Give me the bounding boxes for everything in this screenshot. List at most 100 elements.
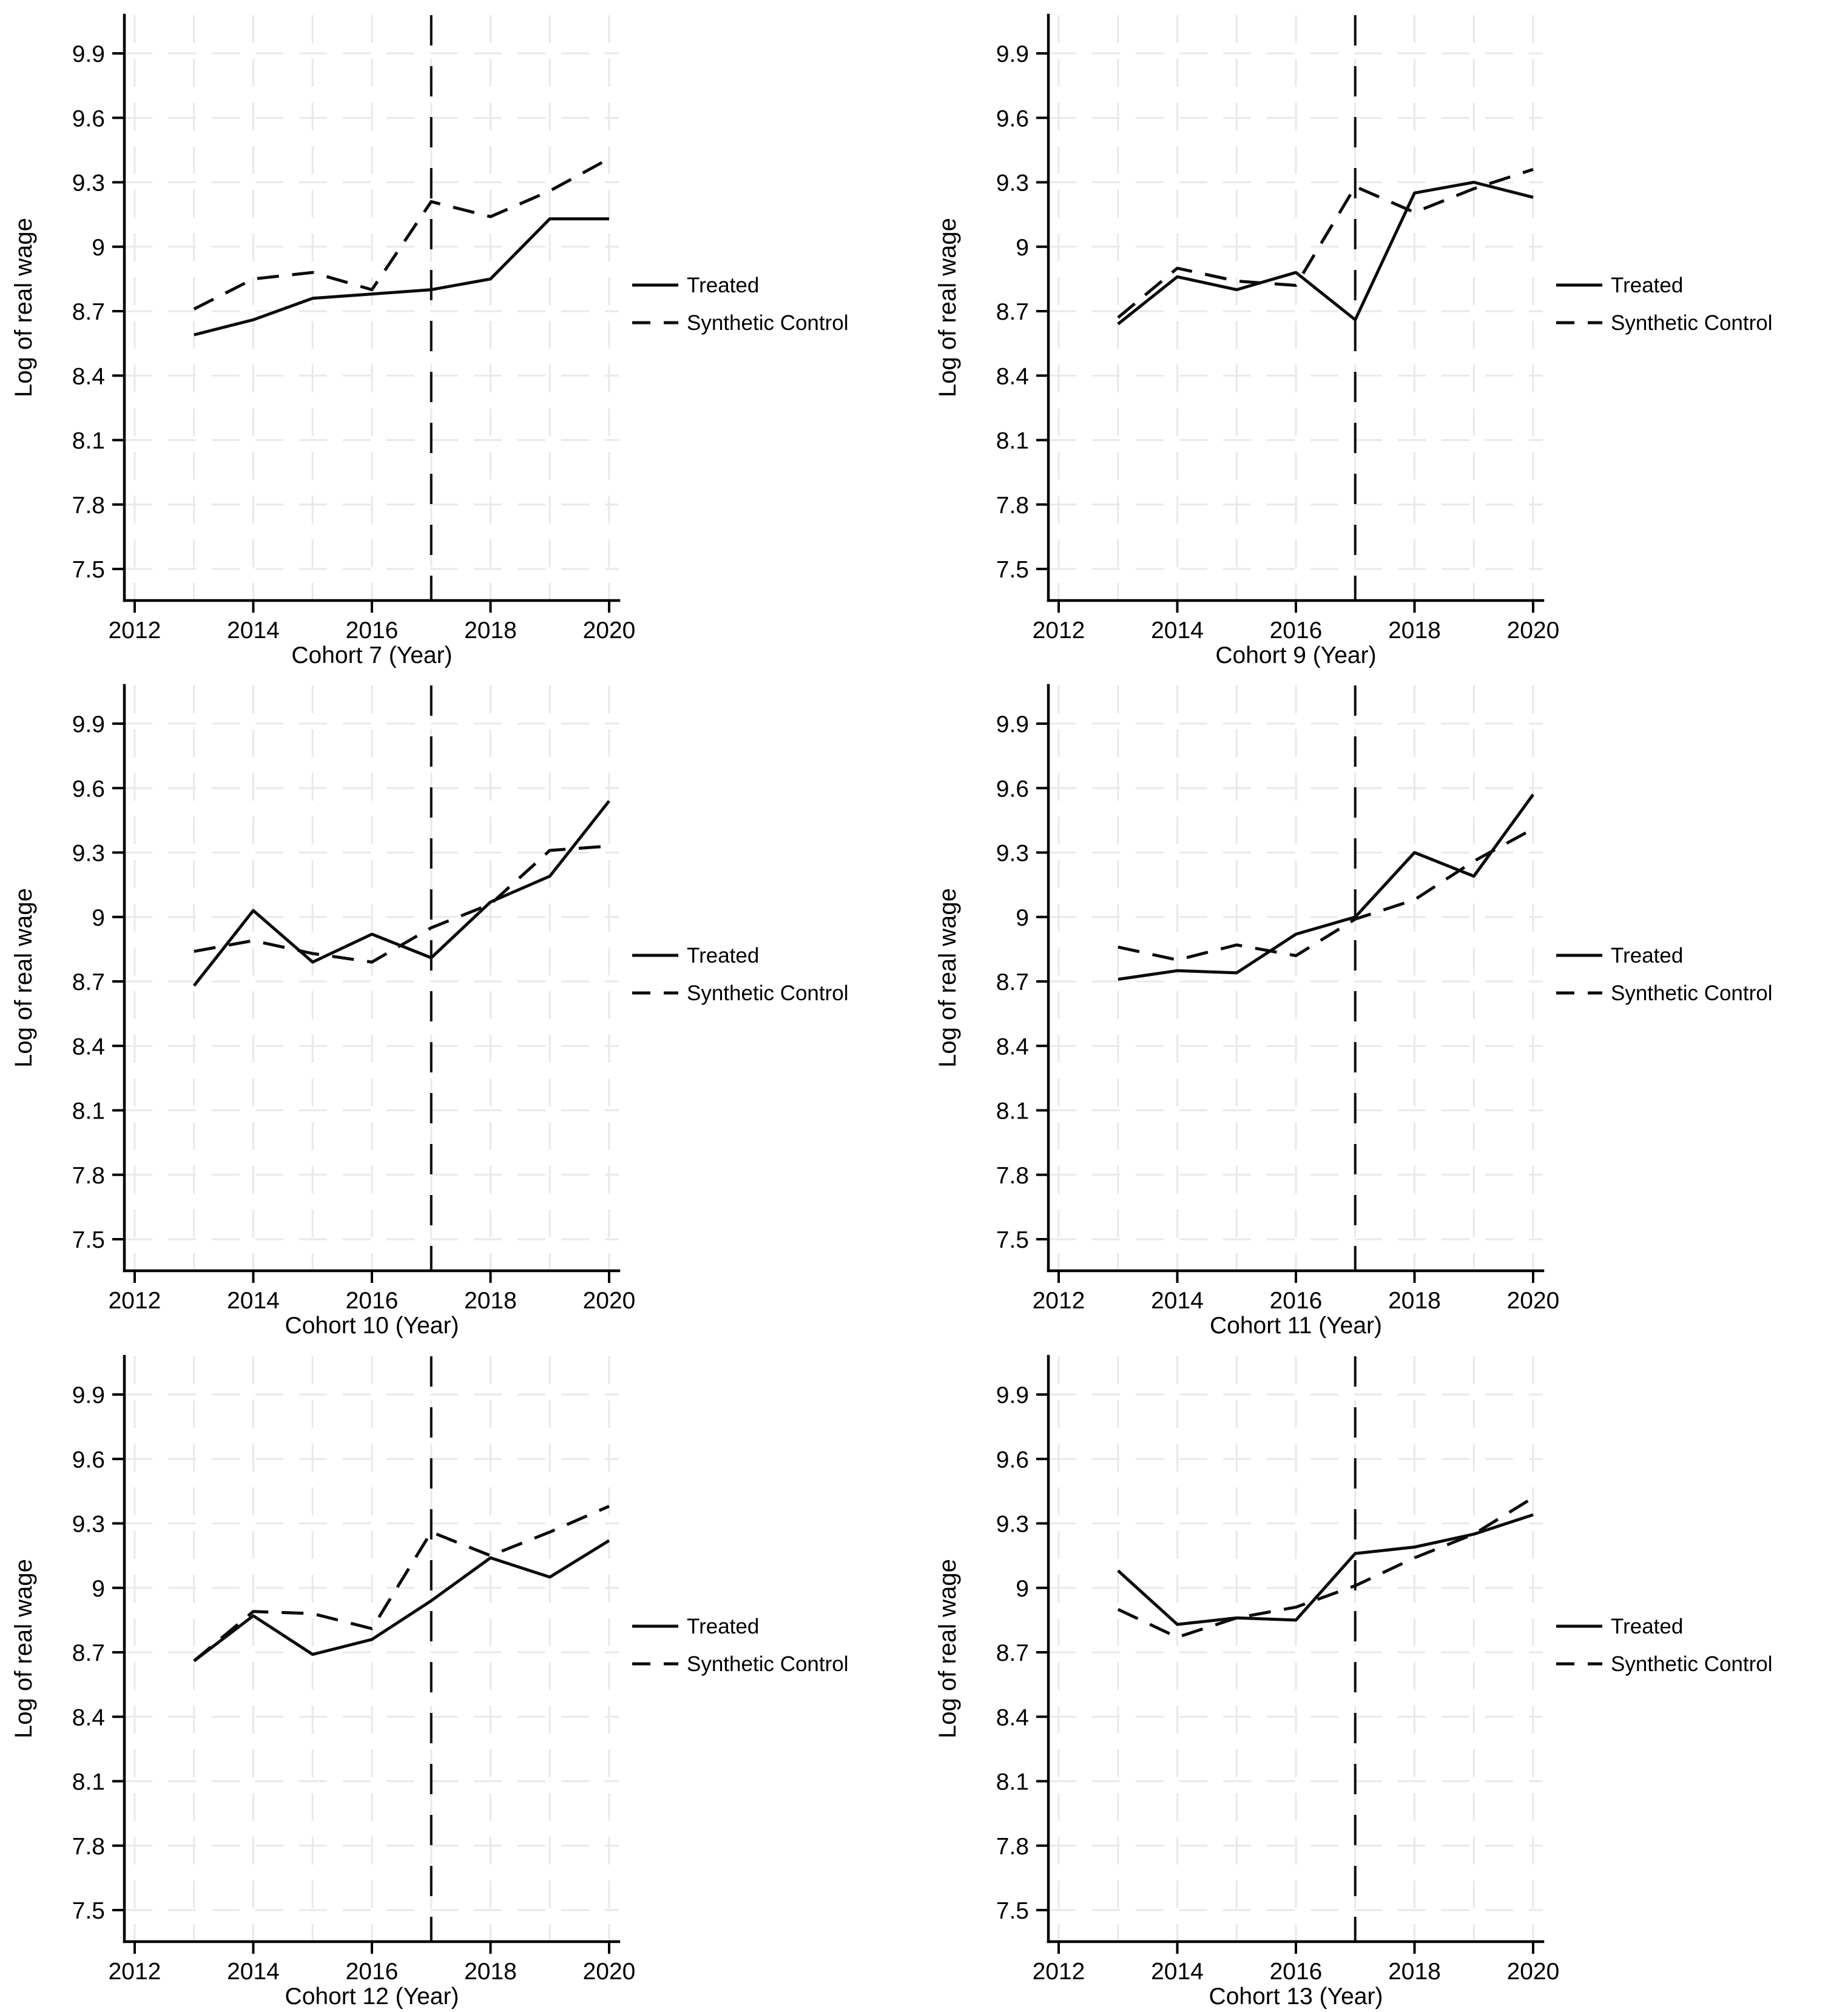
legend-item-treated: Treated xyxy=(1556,1615,1683,1638)
x-tick-label: 2012 xyxy=(1033,1288,1085,1314)
legend: Treated Synthetic Control xyxy=(1556,274,1773,335)
legend-item-synthetic-control: Synthetic Control xyxy=(1556,981,1773,1005)
legend-label: Synthetic Control xyxy=(687,311,849,335)
legend-item-treated: Treated xyxy=(1556,944,1683,967)
x-tick-label: 2018 xyxy=(1388,1288,1441,1314)
panel-cohort-10: 7.5 7.8 8.1 8.4 8.7 9 9.3 9.6 9.9 2012 2014 2016 201… xyxy=(0,670,924,1341)
y-tick-label: 9.3 xyxy=(996,841,1029,867)
x-tick-label: 2020 xyxy=(1507,617,1560,644)
y-tick-label: 7.5 xyxy=(72,557,105,583)
y-tick-label: 7.8 xyxy=(996,1163,1029,1189)
y-tick-label: 9.3 xyxy=(996,1512,1029,1538)
chart-cohort-9: 7.5 7.8 8.1 8.4 8.7 9 9.3 9.6 9.9 2012 2014 2016 201… xyxy=(934,13,1773,668)
legend-label: Synthetic Control xyxy=(1611,1652,1773,1676)
synthetic-control-line xyxy=(193,1504,610,1663)
y-tick-label: 7.5 xyxy=(996,1227,1029,1253)
gridlines xyxy=(124,1356,619,1942)
y-tick-label: 8.4 xyxy=(72,1704,105,1731)
x-tick-label: 2018 xyxy=(464,1288,517,1314)
y-tick-label: 9.3 xyxy=(72,1512,105,1538)
x-tick-label: 2014 xyxy=(1151,617,1204,644)
legend-item-treated: Treated xyxy=(632,944,759,967)
x-tick-label: 2014 xyxy=(227,1959,280,1985)
x-tick-label: 2018 xyxy=(1388,617,1441,644)
x-tick-label: 2020 xyxy=(583,1288,636,1314)
legend-label: Synthetic Control xyxy=(1611,311,1773,335)
x-axis-title: Cohort 7 (Year) xyxy=(291,642,452,668)
x-axis-title: Cohort 9 (Year) xyxy=(1215,642,1376,668)
y-tick-label: 7.8 xyxy=(996,1834,1029,1860)
tick-labels: 7.5 7.8 8.1 8.4 8.7 9 9.3 9.6 9.9 2012 2014 2016 201… xyxy=(996,1382,1560,1985)
y-axis-title: Log of real wage xyxy=(10,888,37,1068)
x-tick-label: 2016 xyxy=(346,1959,399,1985)
y-tick-label: 9.9 xyxy=(996,712,1029,738)
gridlines xyxy=(1048,685,1543,1271)
x-axis-title: Cohort 12 (Year) xyxy=(285,1983,459,2010)
y-tick-label: 9.6 xyxy=(996,1447,1029,1473)
gridlines xyxy=(1048,15,1543,601)
chart-cohort-11: 7.5 7.8 8.1 8.4 8.7 9 9.3 9.6 9.9 2012 2014 2016 201… xyxy=(934,684,1773,1339)
treated-line xyxy=(193,1539,610,1663)
y-tick-label: 8.7 xyxy=(72,299,105,325)
legend-label: Treated xyxy=(687,944,759,967)
legend: Treated Synthetic Control xyxy=(632,274,849,335)
y-tick-label: 9.3 xyxy=(996,170,1029,197)
x-tick-label: 2014 xyxy=(1151,1959,1204,1985)
y-tick-label: 9.9 xyxy=(72,41,105,67)
y-tick-label: 8.1 xyxy=(996,428,1029,454)
x-tick-label: 2012 xyxy=(1033,617,1085,644)
treated-line xyxy=(194,217,609,337)
x-tick-label: 2014 xyxy=(227,1288,280,1314)
y-tick-label: 9.9 xyxy=(72,712,105,738)
legend-label: Synthetic Control xyxy=(687,981,849,1005)
y-axis-title: Log of real wage xyxy=(10,218,37,397)
y-tick-label: 7.8 xyxy=(72,1163,105,1189)
panel-cohort-12: 7.5 7.8 8.1 8.4 8.7 9 9.3 9.6 9.9 2012 2014 2016 201… xyxy=(0,1341,924,2012)
chart-cohort-13: 7.5 7.8 8.1 8.4 8.7 9 9.3 9.6 9.9 2012 2014 2016 201… xyxy=(934,1354,1773,2010)
y-axis-title: Log of real wage xyxy=(10,1559,37,1738)
y-tick-label: 9.6 xyxy=(72,776,105,802)
y-tick-label: 7.5 xyxy=(72,1898,105,1924)
synthetic-control-line xyxy=(194,844,610,964)
synthetic-control-line xyxy=(1118,827,1534,962)
legend-item-synthetic-control: Synthetic Control xyxy=(632,311,849,335)
gridlines xyxy=(1048,1356,1543,1942)
y-tick-label: 9.3 xyxy=(72,841,105,867)
legend-item-treated: Treated xyxy=(632,274,759,297)
y-tick-label: 8.1 xyxy=(72,428,105,454)
y-tick-label: 8.1 xyxy=(72,1769,105,1795)
x-tick-label: 2018 xyxy=(464,617,517,644)
x-tick-label: 2020 xyxy=(1507,1288,1560,1314)
treated-line xyxy=(1117,1513,1534,1626)
y-tick-label: 9.9 xyxy=(996,1382,1029,1408)
legend-item-synthetic-control: Synthetic Control xyxy=(632,1652,849,1676)
legend-item-treated: Treated xyxy=(632,1615,759,1638)
gridlines xyxy=(124,685,619,1271)
x-tick-label: 2012 xyxy=(109,1959,161,1985)
treated-line xyxy=(192,799,610,987)
x-tick-label: 2016 xyxy=(346,617,399,644)
legend: Treated Synthetic Control xyxy=(632,1615,849,1676)
chart-cohort-10: 7.5 7.8 8.1 8.4 8.7 9 9.3 9.6 9.9 2012 2014 2016 201… xyxy=(10,684,849,1339)
y-tick-label: 9.9 xyxy=(72,1382,105,1408)
legend-item-synthetic-control: Synthetic Control xyxy=(632,981,849,1005)
tick-labels: 7.5 7.8 8.1 8.4 8.7 9 9.3 9.6 9.9 2012 2014 2016 201… xyxy=(72,1382,636,1985)
y-tick-label: 8.4 xyxy=(72,1034,105,1060)
legend-item-treated: Treated xyxy=(1556,274,1683,297)
tick-labels: 7.5 7.8 8.1 8.4 8.7 9 9.3 9.6 9.9 2012 2014 2016 201… xyxy=(996,41,1560,644)
panel-cohort-13: 7.5 7.8 8.1 8.4 8.7 9 9.3 9.6 9.9 2012 2014 2016 201… xyxy=(924,1341,1848,2012)
y-tick-label: 9 xyxy=(92,235,105,261)
y-tick-label: 9 xyxy=(1016,235,1029,261)
treated-line xyxy=(1117,181,1534,326)
y-tick-label: 7.5 xyxy=(72,1227,105,1253)
legend-label: Treated xyxy=(687,274,759,297)
y-tick-label: 9.6 xyxy=(996,106,1029,132)
y-tick-label: 9 xyxy=(1016,905,1029,931)
legend-label: Treated xyxy=(1611,274,1683,297)
y-tick-label: 8.7 xyxy=(72,1640,105,1666)
chart-cohort-12: 7.5 7.8 8.1 8.4 8.7 9 9.3 9.6 9.9 2012 2014 2016 201… xyxy=(10,1354,849,2010)
legend-label: Synthetic Control xyxy=(1611,981,1773,1005)
legend: Treated Synthetic Control xyxy=(632,944,849,1005)
legend: Treated Synthetic Control xyxy=(1556,944,1773,1005)
y-tick-label: 9.3 xyxy=(72,170,105,197)
